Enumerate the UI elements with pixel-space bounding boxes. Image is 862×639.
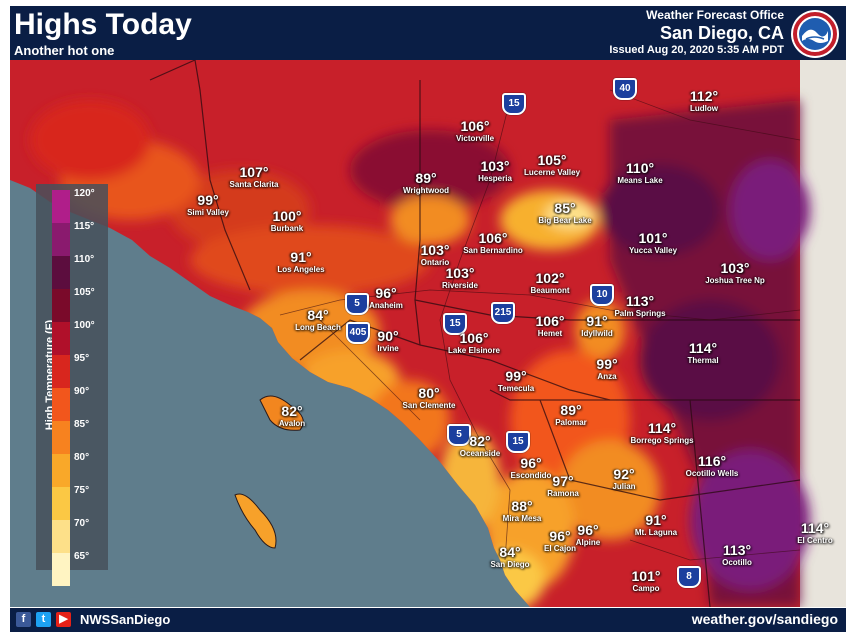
interstate-15-shield-icon: 15 (443, 313, 467, 335)
city-label: 103° Ontario (420, 242, 450, 267)
legend-tick-label: 100° (74, 320, 95, 331)
city-label: 110° Means Lake (617, 160, 663, 185)
city-label: 116° Ocotillo Wells (685, 453, 739, 478)
city-label: 114° Borrego Springs (630, 420, 694, 445)
legend-tick-label: 70° (74, 518, 90, 529)
legend-swatch (52, 190, 70, 223)
city-label: 114° Thermal (687, 340, 719, 365)
map-subtitle: Another hot one (14, 43, 115, 58)
legend-swatch (52, 388, 70, 421)
city-label: 91° Los Angeles (277, 249, 325, 274)
issued-time: Issued Aug 20, 2020 5:35 AM PDT (609, 44, 784, 56)
city-label: 106° Hemet (535, 313, 565, 338)
website-link[interactable]: weather.gov/sandiego (691, 611, 838, 627)
legend-swatch (52, 553, 70, 586)
city-label: 100° Burbank (270, 208, 304, 233)
city-label: 89° Palomar (555, 402, 587, 427)
santa-catalina-island (259, 395, 304, 431)
city-label: 96° Escondido (510, 455, 552, 480)
office-title: Weather Forecast Office (646, 8, 784, 22)
city-label: 106° Victorville (455, 118, 495, 143)
interstate-405-shield-icon: 405 (346, 322, 370, 344)
legend-tick-label: 120° (74, 188, 95, 199)
twitter-icon[interactable]: t (36, 612, 51, 627)
city-label: 99° Simi Valley (187, 192, 229, 217)
city-label: 112° Ludlow (689, 88, 719, 113)
city-label: 82° Avalon (278, 403, 306, 428)
city-label: 113° Palm Springs (614, 293, 666, 318)
legend-tick-label: 65° (74, 551, 90, 562)
city-label: 84° Long Beach (295, 307, 341, 332)
road-lines (279, 89, 801, 561)
header-bar: Highs Today Another hot one Weather Fore… (10, 6, 846, 60)
interstate-5-shield-icon: 5 (345, 293, 369, 315)
footer-bar: f t ▶ NWSSanDiego weather.gov/sandiego (10, 608, 846, 632)
interstate-5-shield-icon: 5 (447, 424, 471, 446)
noaa-nws-logo-icon (791, 10, 839, 58)
city-label: 106° Lake Elsinore (447, 330, 501, 355)
legend-tick-label: 85° (74, 419, 90, 430)
legend-tick-label: 80° (74, 452, 90, 463)
interstate-215-shield-icon: 215 (491, 302, 515, 324)
facebook-icon[interactable]: f (16, 612, 31, 627)
city-label: 91° Mt. Laguna (634, 512, 678, 537)
city-label: 99° Anza (596, 356, 618, 381)
interstate-40-shield-icon: 40 (613, 78, 637, 100)
city-label: 99° Temecula (497, 368, 535, 393)
office-city: San Diego, CA (659, 23, 784, 43)
city-label: 96° Alpine (575, 522, 601, 547)
city-label: 92° Julian (612, 466, 636, 491)
legend-tick-label: 90° (74, 386, 90, 397)
interstate-8-shield-icon: 8 (677, 566, 701, 588)
city-label: 82° Oceanside (459, 433, 501, 458)
city-label: 96° El Cajon (543, 528, 577, 553)
interstate-10-shield-icon: 10 (590, 284, 614, 306)
youtube-icon[interactable]: ▶ (56, 612, 71, 627)
city-label: 97° Ramona (547, 473, 579, 498)
city-label: 101° Campo (631, 568, 661, 593)
city-label: 107° Santa Clarita (229, 164, 279, 189)
city-label: 85° Big Bear Lake (538, 200, 592, 225)
legend-tick-label: 105° (74, 287, 95, 298)
legend-swatch (52, 454, 70, 487)
city-label: 89° Wrightwood (402, 170, 450, 195)
legend-swatch (52, 256, 70, 289)
city-label: 103° Joshua Tree Np (705, 260, 765, 285)
legend-swatch (52, 487, 70, 520)
legend-tick-label: 75° (74, 485, 90, 496)
city-label: 103° Riverside (441, 265, 479, 290)
city-label: 88° Mira Mesa (502, 498, 542, 523)
legend-swatch (52, 520, 70, 553)
city-label: 106° San Bernardino (463, 230, 523, 255)
temperature-map: 15 40 5 405 215 10 15 5 15 8 112° Ludlow … (10, 60, 846, 607)
legend-swatch (52, 421, 70, 454)
map-canvas (10, 60, 846, 607)
city-label: 102° Beaumont (530, 270, 570, 295)
city-label: 96° Anaheim (369, 285, 403, 310)
map-title: Highs Today (14, 8, 192, 41)
legend-tick-label: 110° (74, 254, 95, 265)
legend-swatch (52, 223, 70, 256)
county-lines (149, 60, 801, 607)
city-label: 103° Hesperia (478, 158, 512, 183)
legend-swatch (52, 322, 70, 355)
city-label: 105° Lucerne Valley (523, 152, 581, 177)
interstate-15-shield-icon: 15 (506, 431, 530, 453)
city-label: 114° El Centro (797, 520, 833, 545)
legend-tick-label: 115° (74, 221, 95, 232)
city-label: 113° Ocotillo (722, 542, 752, 567)
city-label: 90° Irvine (377, 328, 399, 353)
legend-tick-label: 95° (74, 353, 90, 364)
city-label: 84° San Diego (490, 544, 530, 569)
temperature-legend: High Temperature (F) 120° 115° 110° 105° 100… (36, 184, 108, 586)
interstate-15-shield-icon: 15 (502, 93, 526, 115)
social-handle[interactable]: NWSSanDiego (80, 612, 171, 627)
san-clemente-island (234, 493, 277, 549)
city-label: 101° Yucca Valley (628, 230, 678, 255)
city-label: 91° Idyllwild (581, 313, 613, 338)
city-label: 80° San Clemente (402, 385, 456, 410)
legend-swatch (52, 289, 70, 322)
legend-swatch (52, 355, 70, 388)
